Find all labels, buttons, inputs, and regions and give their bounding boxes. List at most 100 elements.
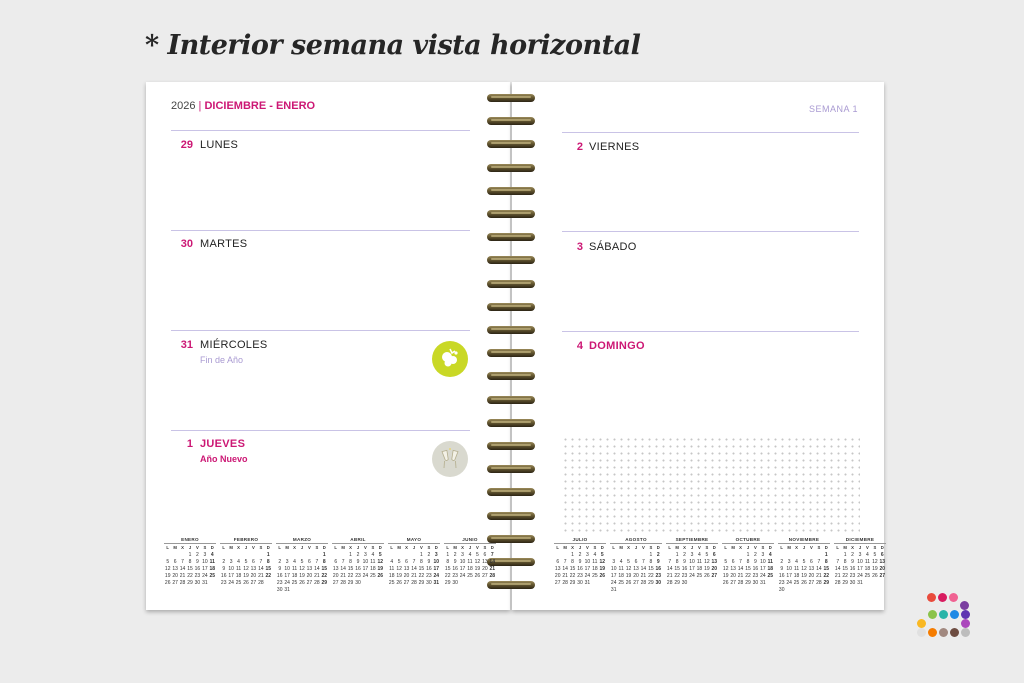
calendar-day[interactable]: 9 bbox=[683, 559, 686, 565]
calendar-day[interactable]: 30 bbox=[452, 580, 458, 586]
calendar-day[interactable]: 16 bbox=[276, 573, 283, 579]
calendar-day[interactable]: 2 bbox=[780, 559, 784, 565]
calendar-day[interactable]: 20 bbox=[633, 573, 639, 579]
calendar-day[interactable]: 3 bbox=[203, 552, 207, 558]
calendar-day[interactable]: 24 bbox=[459, 573, 466, 579]
calendar-day[interactable]: 13 bbox=[554, 566, 561, 572]
calendar-day[interactable]: 15 bbox=[648, 566, 654, 572]
calendar-day[interactable]: 21 bbox=[411, 573, 417, 579]
calendar-day[interactable]: 3 bbox=[285, 559, 289, 565]
calendar-day[interactable]: 23 bbox=[452, 573, 458, 579]
calendar-day[interactable]: 14 bbox=[562, 566, 568, 572]
calendar-day[interactable]: 28 bbox=[179, 580, 186, 586]
calendar-day[interactable]: 4 bbox=[210, 552, 214, 558]
calendar-day[interactable]: 29 bbox=[569, 580, 576, 586]
calendar-day[interactable]: 26 bbox=[704, 573, 710, 579]
calendar-day[interactable]: 21 bbox=[834, 573, 841, 579]
calendar-day[interactable]: 19 bbox=[396, 573, 402, 579]
calendar-day[interactable]: 24 bbox=[786, 580, 792, 586]
calendar-day[interactable]: 7 bbox=[668, 559, 672, 565]
calendar-day[interactable]: 10 bbox=[459, 559, 466, 565]
calendar-day[interactable]: 7 bbox=[563, 559, 567, 565]
calendar-day[interactable]: 23 bbox=[276, 580, 283, 586]
calendar-day[interactable]: 24 bbox=[284, 580, 290, 586]
calendar-day[interactable]: 3 bbox=[586, 552, 589, 558]
calendar-day[interactable]: 8 bbox=[675, 559, 679, 565]
calendar-day[interactable]: 28 bbox=[640, 580, 647, 586]
calendar-day[interactable]: 7 bbox=[341, 559, 345, 565]
calendar-day[interactable]: 16 bbox=[577, 566, 583, 572]
calendar-day[interactable]: 27 bbox=[403, 580, 410, 586]
calendar-day[interactable]: 2 bbox=[278, 559, 282, 565]
calendar-day[interactable]: 17 bbox=[786, 573, 792, 579]
calendar-day[interactable]: 3 bbox=[612, 559, 616, 565]
calendar-day[interactable]: 5 bbox=[300, 559, 304, 565]
calendar-day[interactable]: 4 bbox=[468, 552, 472, 558]
calendar-day[interactable]: 26 bbox=[377, 573, 384, 579]
calendar-day[interactable]: 24 bbox=[584, 573, 591, 579]
calendar-day[interactable]: 5 bbox=[166, 559, 170, 565]
calendar-day[interactable]: 26 bbox=[625, 580, 632, 586]
calendar-day[interactable]: 2 bbox=[851, 552, 854, 558]
calendar-day[interactable]: 30 bbox=[752, 580, 759, 586]
calendar-day[interactable]: 1 bbox=[675, 552, 679, 558]
calendar-day[interactable]: 24 bbox=[228, 580, 234, 586]
calendar-day[interactable]: 18 bbox=[370, 566, 376, 572]
calendar-day[interactable]: 25 bbox=[793, 580, 800, 586]
calendar-day[interactable]: 17 bbox=[284, 573, 290, 579]
calendar-day[interactable]: 26 bbox=[164, 580, 171, 586]
calendar-day[interactable]: 27 bbox=[808, 580, 815, 586]
calendar-day[interactable]: 2 bbox=[578, 552, 582, 558]
calendar-day[interactable]: 9 bbox=[453, 559, 457, 565]
calendar-day[interactable]: 2 bbox=[196, 552, 199, 558]
calendar-day[interactable]: 13 bbox=[808, 566, 815, 572]
calendar-day[interactable]: 20 bbox=[403, 573, 410, 579]
calendar-day[interactable]: 28 bbox=[666, 580, 673, 586]
calendar-day[interactable]: 20 bbox=[172, 573, 178, 579]
calendar-day[interactable]: 11 bbox=[291, 566, 298, 572]
calendar-day[interactable]: 10 bbox=[689, 559, 695, 565]
calendar-day[interactable]: 4 bbox=[293, 559, 296, 565]
calendar-day[interactable]: 15 bbox=[674, 566, 680, 572]
calendar-day[interactable]: 19 bbox=[722, 573, 729, 579]
calendar-day[interactable]: 18 bbox=[696, 566, 703, 572]
calendar-day[interactable]: 21 bbox=[258, 573, 264, 579]
calendar-day[interactable]: 28 bbox=[562, 580, 568, 586]
calendar-day[interactable]: 26 bbox=[299, 580, 305, 586]
calendar-day[interactable]: 12 bbox=[704, 559, 710, 565]
calendar-day[interactable]: 7 bbox=[836, 559, 840, 565]
calendar-day[interactable]: 13 bbox=[730, 566, 736, 572]
calendar-day[interactable]: 24 bbox=[202, 573, 208, 579]
calendar-day[interactable]: 10 bbox=[610, 566, 617, 572]
calendar-day[interactable]: 12 bbox=[474, 559, 481, 565]
calendar-day[interactable]: 8 bbox=[824, 559, 828, 565]
calendar-day[interactable]: 23 bbox=[220, 580, 227, 586]
calendar-day[interactable]: 23 bbox=[778, 580, 785, 586]
calendar-day[interactable]: 8 bbox=[266, 559, 270, 565]
calendar-day[interactable]: 15 bbox=[745, 566, 751, 572]
calendar-day[interactable]: 9 bbox=[278, 566, 282, 572]
calendar-day[interactable]: 14 bbox=[737, 566, 744, 572]
calendar-day[interactable]: 31 bbox=[433, 580, 440, 586]
calendar-day[interactable]: 29 bbox=[648, 580, 654, 586]
calendar-day[interactable]: 20 bbox=[250, 573, 257, 579]
calendar-day[interactable]: 16 bbox=[655, 566, 662, 572]
calendar-day[interactable]: 19 bbox=[801, 573, 807, 579]
calendar-day[interactable]: 22 bbox=[569, 573, 576, 579]
calendar-day[interactable]: 4 bbox=[768, 552, 772, 558]
calendar-day[interactable]: 4 bbox=[698, 552, 701, 558]
calendar-day[interactable]: 22 bbox=[321, 573, 328, 579]
calendar-day[interactable]: 27 bbox=[730, 580, 736, 586]
calendar-day[interactable]: 1 bbox=[322, 552, 326, 558]
calendar-day[interactable]: 21 bbox=[640, 573, 647, 579]
calendar-day[interactable]: 9 bbox=[851, 559, 854, 565]
calendar-day[interactable]: 25 bbox=[864, 573, 871, 579]
calendar-day[interactable]: 28 bbox=[834, 580, 841, 586]
calendar-day[interactable]: 21 bbox=[816, 573, 822, 579]
calendar-day[interactable]: 14 bbox=[314, 566, 320, 572]
calendar-day[interactable]: 8 bbox=[446, 559, 450, 565]
calendar-day[interactable]: 28 bbox=[489, 573, 496, 579]
calendar-day[interactable]: 20 bbox=[332, 573, 339, 579]
calendar-day[interactable]: 1 bbox=[349, 552, 352, 558]
calendar-day[interactable]: 29 bbox=[823, 580, 830, 586]
